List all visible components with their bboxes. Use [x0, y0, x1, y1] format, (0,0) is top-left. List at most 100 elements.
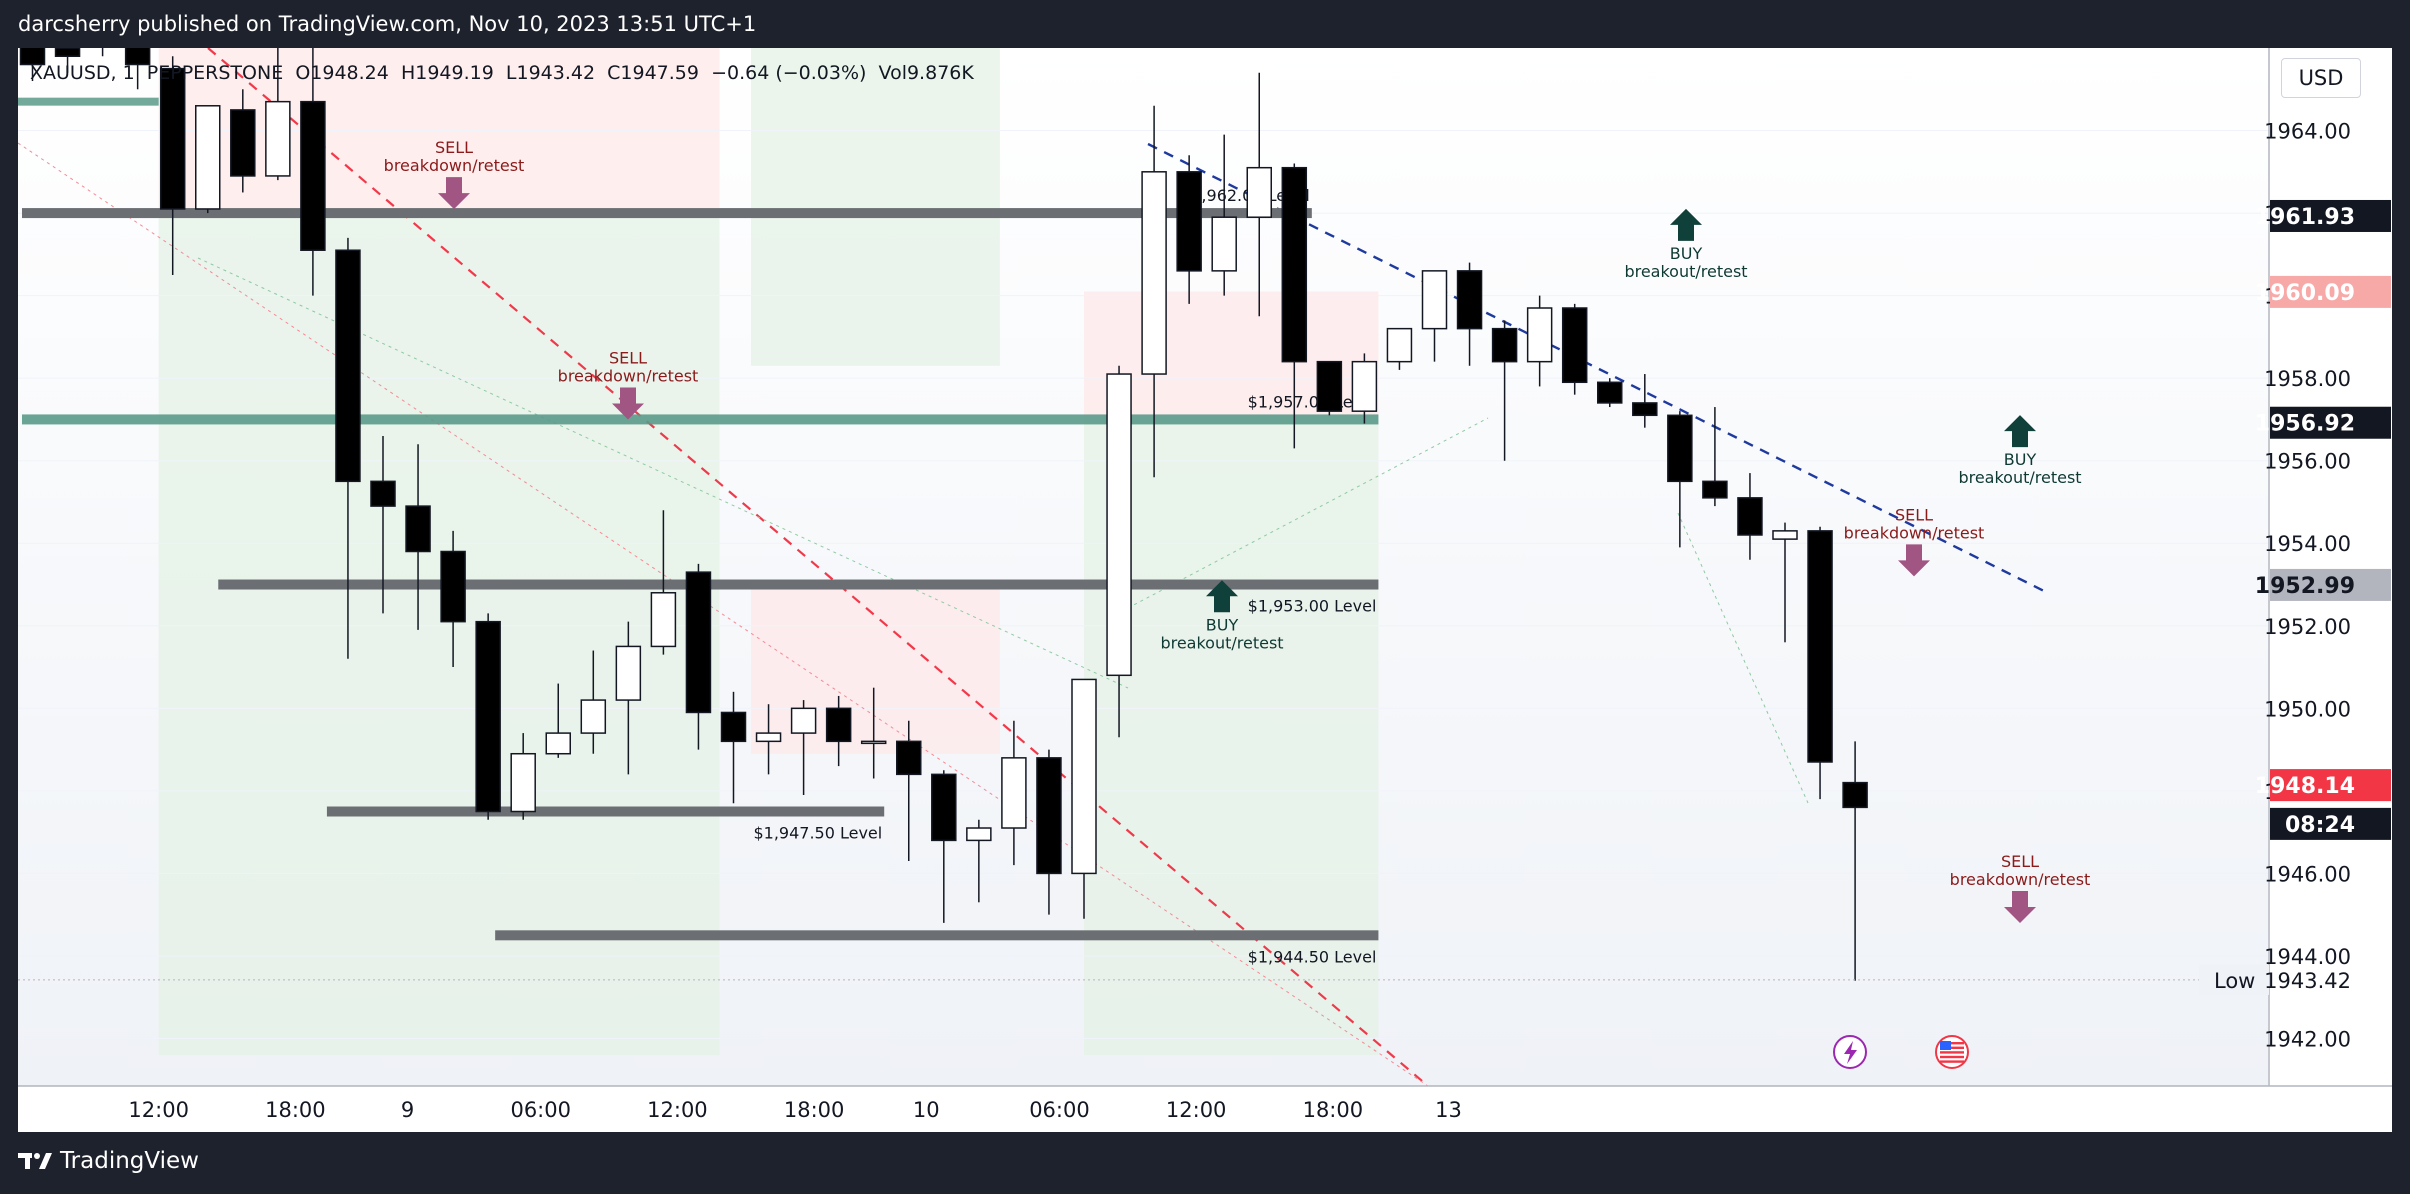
level-label: $1,944.50 Level [1248, 947, 1377, 966]
chart-area[interactable]: $1,962.00 Level $1,957.00 Level $1,953.00 … [18, 48, 2392, 1132]
candle-body [1772, 530, 1798, 540]
level-line [21, 414, 1379, 425]
candle-body [1316, 360, 1343, 412]
candle-body [124, 48, 151, 66]
candle-body [1842, 781, 1868, 809]
price-tick-label: 1950.00 [2264, 697, 2351, 721]
time-tick-label: 12:00 [1166, 1098, 1227, 1122]
candle [650, 510, 677, 655]
time-tick-label: 06:00 [510, 1098, 571, 1122]
candle [615, 621, 642, 775]
candle-body [931, 773, 957, 842]
candle-body [720, 711, 747, 743]
level-line [326, 806, 885, 817]
legend-symbol[interactable]: XAUUSD, 1 [30, 62, 135, 84]
candle-body [19, 48, 46, 66]
candlestick-chart[interactable]: $1,962.00 Level $1,957.00 Level $1,953.00 … [18, 48, 2392, 1132]
price-label-text: 1956.92 [2255, 412, 2355, 437]
candle [1597, 378, 1623, 408]
candle-body [265, 100, 291, 177]
candle [1667, 411, 1693, 548]
low-marker-label: Low [2214, 969, 2255, 993]
red-trendline-minor [18, 142, 1429, 1087]
publish-header: darcsherry published on TradingView.com,… [0, 0, 2410, 48]
time-tick-label: 18:00 [784, 1098, 845, 1122]
annotation-line2: breakdown/retest [1950, 870, 2091, 889]
candle-body [1807, 530, 1833, 763]
candle-body [440, 550, 466, 623]
candle [1106, 365, 1132, 738]
candle [896, 720, 922, 862]
sell-arrow-icon [1898, 544, 1930, 577]
time-tick-label: 18:00 [265, 1098, 326, 1122]
annotation-line1: BUY [2004, 450, 2037, 469]
price-tick-label: 1944.00 [2264, 945, 2351, 969]
time-axis-background [18, 1086, 2392, 1132]
level-label: $1,962.00 Level [1181, 186, 1310, 205]
candle [1737, 473, 1763, 560]
candle [1386, 327, 1413, 370]
candle [1491, 320, 1518, 461]
buy-zone-2 [751, 48, 1000, 366]
candle [1281, 163, 1308, 449]
legend-high: H1949.19 [400, 62, 494, 84]
annotation-line1: BUY [1206, 615, 1239, 634]
sell-arrow-icon [438, 177, 470, 210]
legend-change: −0.64 (−0.03%) [711, 62, 867, 84]
currency-button[interactable]: USD [2281, 58, 2361, 98]
tradingview-brand[interactable]: TradingView [18, 1148, 199, 1174]
candle-body [1421, 270, 1448, 330]
us-flag-event-icon [1935, 1035, 1969, 1069]
price-axis-label: 1956.92 [2255, 406, 2391, 439]
price-tick-label: 1942.00 [2264, 1027, 2351, 1051]
legend-open: O1948.24 [295, 62, 389, 84]
frame-left [0, 48, 18, 1132]
sell-zone-2 [751, 584, 1000, 754]
buy-zone-3 [1084, 419, 1379, 1055]
candle-body [1141, 171, 1167, 375]
annotation-line1: BUY [1670, 244, 1703, 263]
candle [1526, 295, 1553, 387]
annotation-line1: SELL [609, 349, 647, 368]
candle-body [1526, 307, 1553, 363]
candle [1702, 407, 1728, 507]
candle [159, 56, 186, 275]
green-dotted-trend-2 [1127, 417, 1489, 609]
candle [440, 530, 466, 668]
sell-arrow-icon [612, 387, 644, 420]
time-tick-label: 18:00 [1303, 1098, 1364, 1122]
candle-body [580, 699, 607, 734]
candle-body [650, 592, 677, 648]
candle [790, 700, 817, 795]
candle-body [860, 740, 887, 745]
candle-body [1456, 270, 1483, 330]
annotation-line1: SELL [435, 138, 473, 157]
candle [1632, 374, 1658, 428]
candle [510, 733, 536, 820]
candle [405, 444, 431, 630]
candle [1456, 262, 1483, 366]
candle-body [300, 100, 326, 251]
annotation-line2: breakdown/retest [1844, 523, 1985, 542]
annotation-line2: breakout/retest [1160, 633, 1283, 652]
level-label: $1,953.00 Level [1248, 597, 1377, 616]
price-label-text: 1948.14 [2255, 774, 2355, 799]
candle [1421, 270, 1448, 362]
candle [1071, 678, 1097, 919]
candle-body [1667, 414, 1693, 483]
buy-arrow-icon [1206, 580, 1238, 613]
candle [124, 48, 151, 90]
candle [1246, 72, 1272, 317]
sell-arrow-icon [2004, 891, 2036, 924]
candle-body [1491, 327, 1518, 363]
price-tick-label: 1952.00 [2264, 615, 2351, 639]
candle [230, 89, 256, 193]
level-line [495, 930, 1379, 941]
price-axis-label: 1948.14 [2255, 769, 2391, 802]
candle-body [1561, 307, 1588, 384]
buy-zone-1 [158, 217, 720, 1056]
